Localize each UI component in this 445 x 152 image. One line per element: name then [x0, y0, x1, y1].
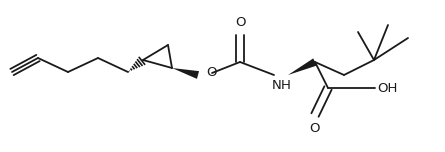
Text: OH: OH [377, 81, 397, 95]
Text: O: O [235, 16, 245, 29]
Text: O: O [310, 122, 320, 135]
Polygon shape [172, 68, 199, 79]
Polygon shape [288, 58, 317, 75]
Text: H: H [281, 79, 291, 92]
Text: O: O [206, 67, 217, 79]
Text: N: N [272, 79, 282, 92]
